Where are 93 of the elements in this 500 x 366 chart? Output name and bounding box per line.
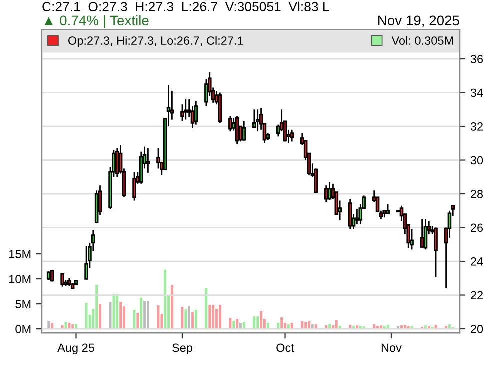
candlestick: [434, 227, 438, 278]
bar: [96, 285, 98, 330]
bar: [328, 324, 331, 330]
bar: [192, 312, 194, 330]
x-tick-label: Oct: [276, 344, 294, 352]
bar: [218, 305, 222, 330]
bar: [242, 322, 246, 330]
bar: [253, 316, 256, 330]
bar: [349, 325, 352, 330]
y-tick-label: 28: [471, 190, 484, 198]
candlestick: [324, 184, 328, 204]
bar: [308, 322, 310, 330]
chart-subtitle: ▲ 0.74% | Textile: [44, 15, 149, 28]
y-tick-label: 30: [470, 156, 484, 165]
text: Nov 19, 2025: [378, 16, 460, 28]
bar: [194, 310, 198, 330]
bar: [68, 323, 71, 330]
candlestick: [194, 100, 198, 126]
bar: [144, 301, 146, 330]
y2-tick-label: 0M: [16, 325, 31, 334]
bar: [171, 285, 174, 330]
x-tick-label: Nov: [382, 344, 402, 352]
bar: [448, 324, 451, 330]
bar: [287, 324, 290, 330]
bar: [140, 298, 143, 330]
candlestick: [146, 148, 150, 174]
bar: [208, 305, 212, 330]
x-tick-label: Sep: [172, 344, 192, 354]
bar: [314, 324, 318, 330]
bar: [373, 324, 376, 330]
candlestick: [355, 208, 360, 226]
y-tick-label: 20: [471, 325, 484, 334]
candlestick: [420, 218, 424, 249]
bar: [256, 316, 260, 330]
candlestick: [424, 218, 428, 250]
bar: [304, 322, 308, 330]
bar: [280, 318, 284, 330]
legend-label: Vol: 0.305M: [392, 36, 454, 46]
bar: [290, 323, 294, 330]
y2-tick-label: 15M: [10, 250, 31, 258]
y-tick-label: 36: [470, 55, 484, 64]
bar: [216, 309, 218, 330]
chart-title: C:27.1 O:27.3 H:27.3 L:26.7 V:305051 Vl:83 L: [42, 2, 330, 12]
candlestick: [328, 182, 332, 201]
bar: [229, 318, 232, 330]
candlestick: [252, 108, 256, 129]
candlestick: [84, 246, 88, 280]
bar: [404, 325, 406, 330]
candlestick: [386, 203, 390, 215]
bar: [260, 311, 262, 330]
y-tick-label: 26: [471, 224, 484, 232]
bar: [116, 294, 119, 330]
bar: [188, 306, 191, 330]
y-tick-label: 22: [471, 291, 483, 300]
y2-tick-label: 5M: [16, 300, 31, 308]
bar: [277, 323, 280, 330]
bar: [75, 324, 78, 330]
bar: [184, 310, 188, 330]
candlestick: [132, 171, 136, 202]
candlestick: [348, 198, 352, 230]
bar: [212, 305, 215, 330]
bar: [236, 319, 238, 330]
candlestick: [256, 108, 260, 132]
bar: [147, 301, 150, 330]
y-tick-label: 34: [470, 88, 484, 98]
candlestick: [228, 116, 232, 132]
legend-label: Op:27.3, Hi:27.3, Lo:26.7, Cl:27.1: [68, 36, 244, 48]
bar: [164, 270, 167, 330]
candlestick: [60, 272, 64, 288]
candlestick: [242, 120, 246, 142]
x-tick-label: Aug 25: [58, 344, 94, 354]
candlestick: [410, 228, 414, 250]
candlestick: [290, 129, 294, 142]
bar: [72, 324, 74, 330]
bar: [311, 324, 314, 330]
candlestick: [184, 98, 188, 120]
bar: [120, 302, 122, 330]
y2-tick-label: 10M: [10, 275, 31, 284]
bar: [240, 323, 242, 330]
bar: [51, 323, 54, 330]
bar: [136, 313, 140, 330]
bar: [99, 304, 102, 330]
candlestick: [235, 116, 240, 145]
candlestick: [115, 148, 120, 178]
bar: [335, 320, 338, 330]
y-tick-label: 24: [471, 258, 484, 266]
bar: [266, 323, 270, 330]
bar: [48, 321, 50, 330]
candlestick: [156, 148, 160, 170]
bar: [232, 321, 236, 330]
candlestick: [180, 104, 184, 122]
bar: [301, 322, 304, 330]
y-tick-label: 32: [470, 122, 483, 131]
